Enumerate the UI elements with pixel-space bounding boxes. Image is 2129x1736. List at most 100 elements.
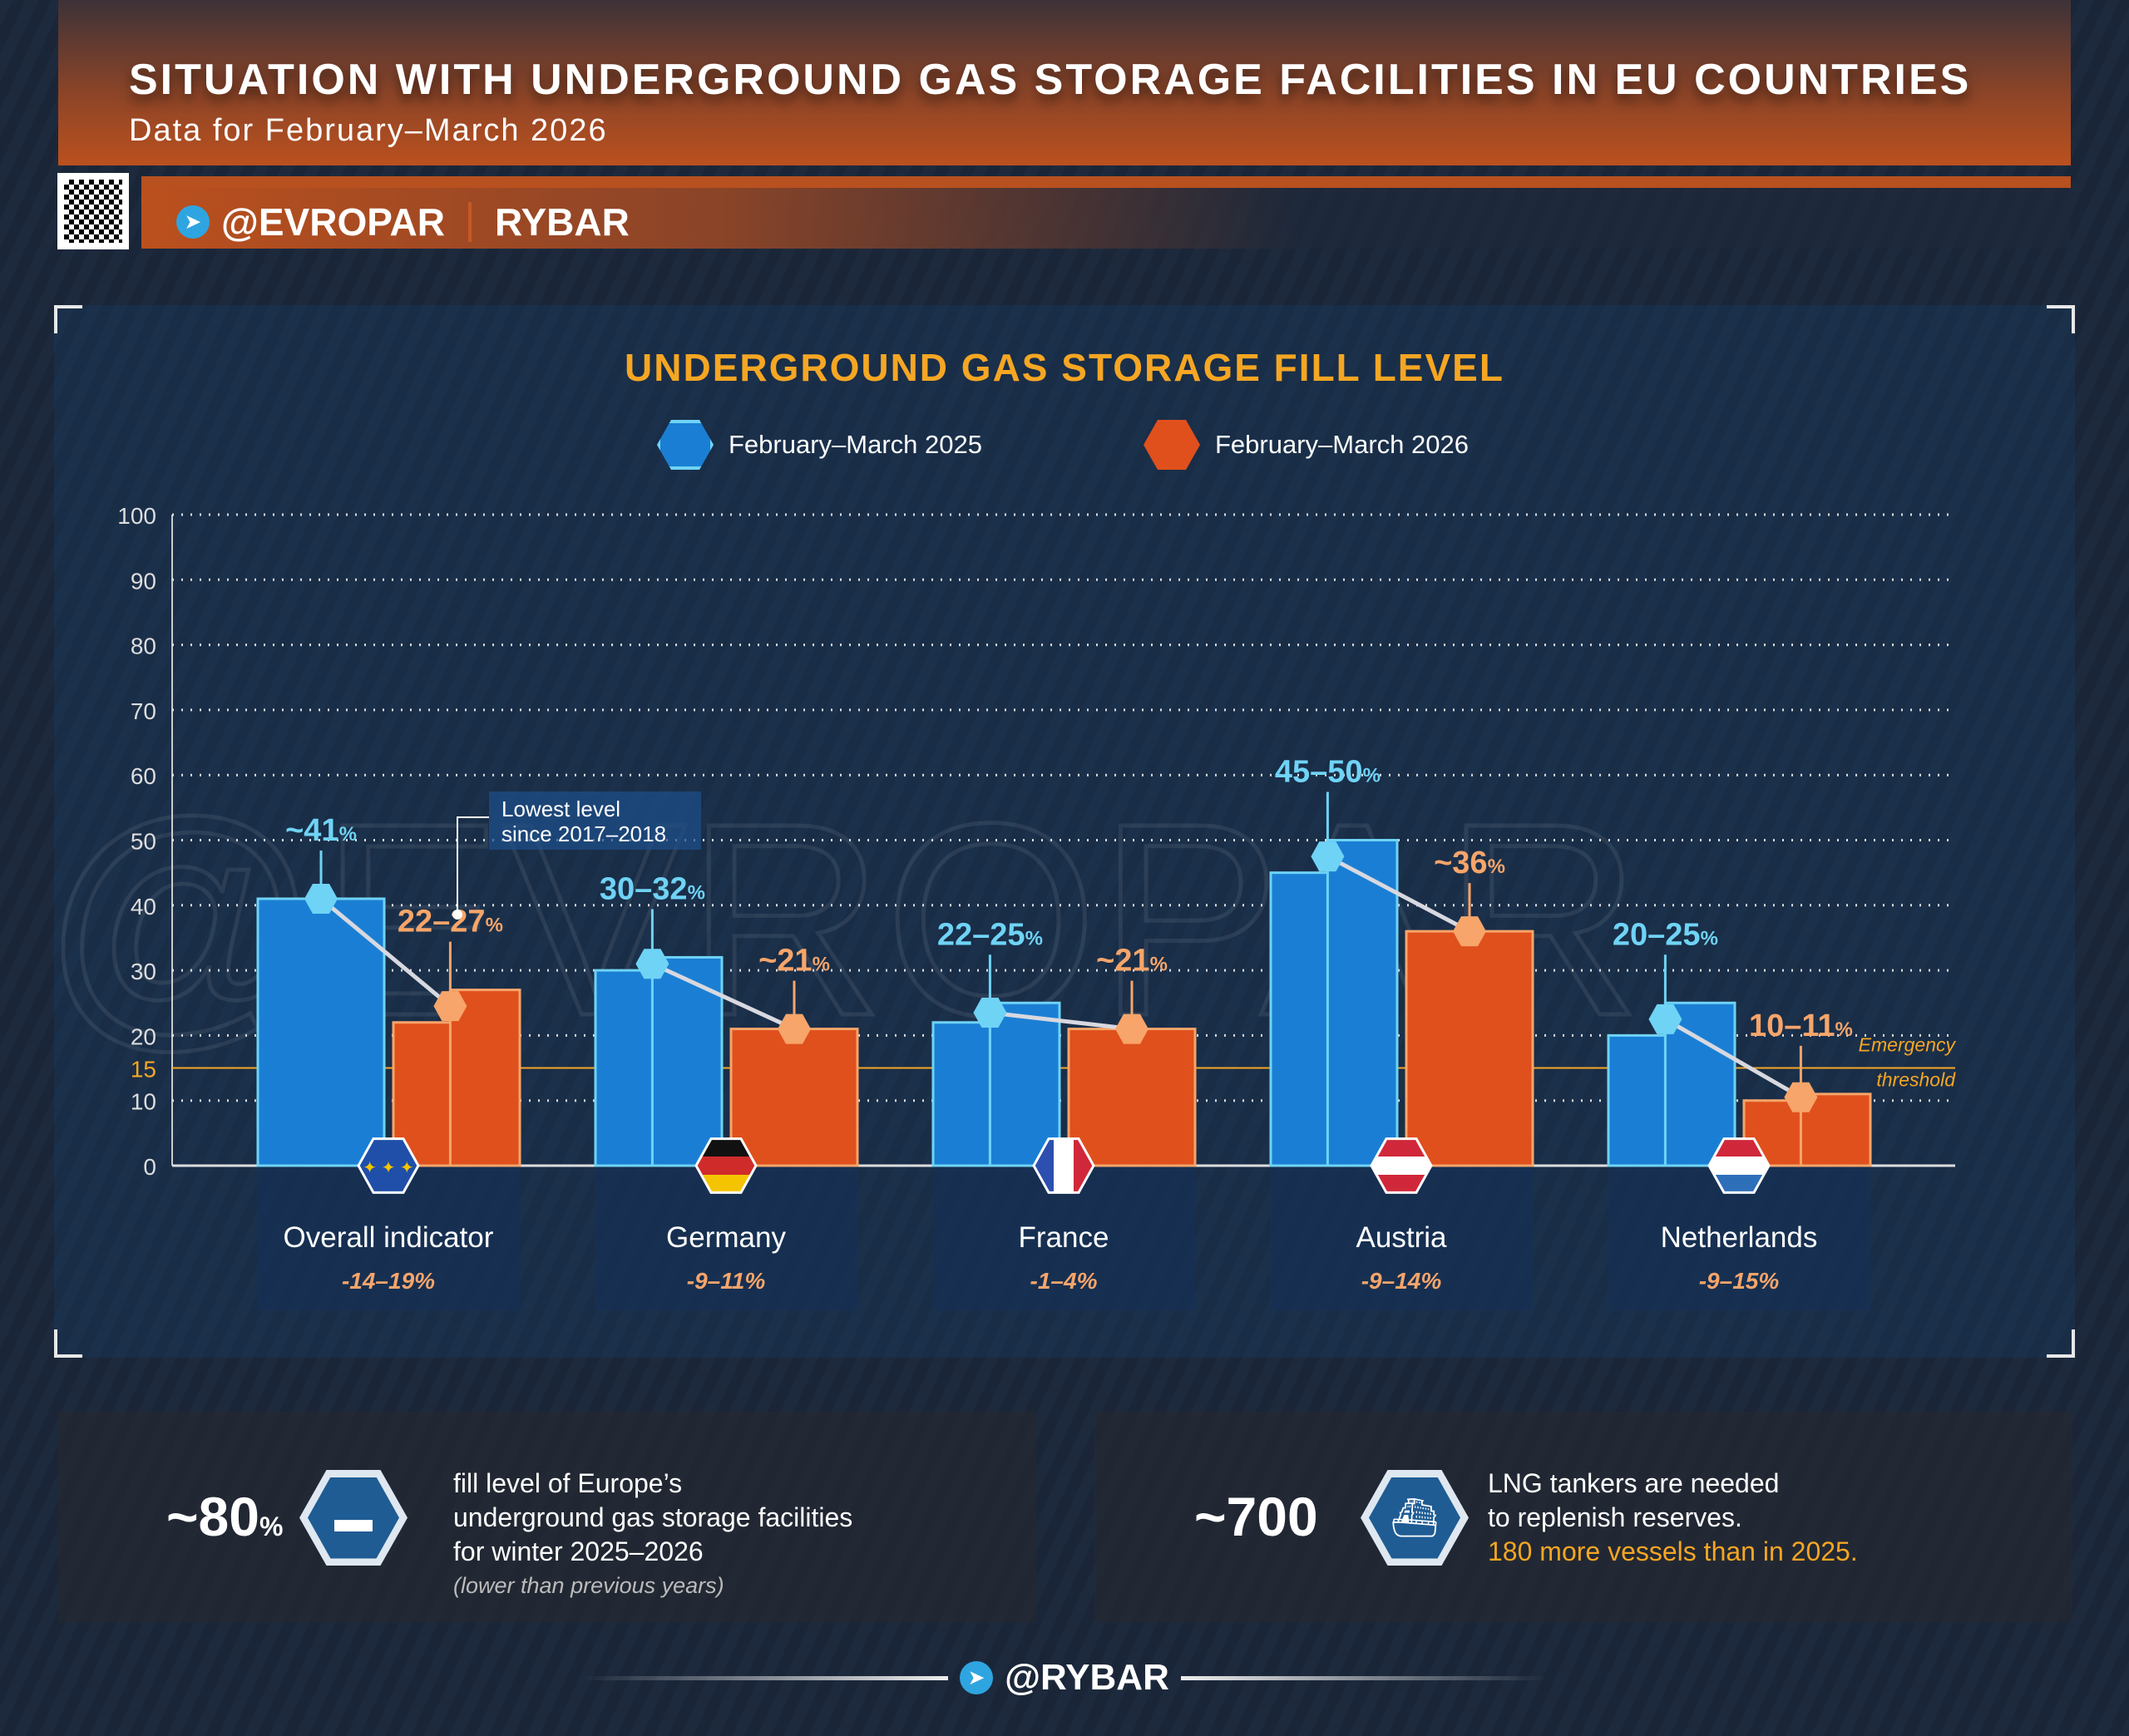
stat-note: (lower than previous years) bbox=[453, 1573, 724, 1598]
legend-item-2026: February–March 2026 bbox=[1144, 420, 1469, 470]
eu-stars-icon: ✦ ✦ ✦ bbox=[363, 1159, 413, 1177]
flag-nl-icon bbox=[1709, 1175, 1769, 1193]
page-subtitle: Data for February–March 2026 bbox=[129, 113, 608, 148]
value-label: 45–50% bbox=[1275, 755, 1381, 790]
flag-at-icon bbox=[1371, 1138, 1431, 1157]
flag-border bbox=[1032, 1137, 1095, 1194]
change-label: -1–4% bbox=[1030, 1268, 1098, 1294]
brand-line: ➤ @EVROPAR RYBAR bbox=[176, 200, 630, 244]
bar bbox=[256, 897, 386, 1167]
flag-de-icon bbox=[696, 1175, 756, 1193]
bar bbox=[1405, 930, 1534, 1167]
corner-bracket bbox=[54, 1329, 82, 1358]
marker-hexagon bbox=[304, 883, 338, 914]
legend-label: February–March 2026 bbox=[1215, 430, 1469, 459]
stat-card-fill-level: ~80% ▬ fill level of Europe’s underground… bbox=[58, 1412, 1036, 1622]
marker-hexagon bbox=[635, 949, 669, 979]
stat-description: LNG tankers are needed to replenish reser… bbox=[1488, 1467, 1858, 1569]
flag-border bbox=[1370, 1137, 1433, 1194]
value-label: 20–25% bbox=[1613, 917, 1718, 952]
value-label: ~21% bbox=[758, 944, 830, 979]
connector-line bbox=[1326, 854, 1471, 934]
y-tick-label: 0 bbox=[143, 1154, 156, 1180]
change-label: -9–15% bbox=[1699, 1268, 1780, 1294]
marker-hexagon bbox=[778, 1013, 811, 1044]
stat-value: ~80% bbox=[166, 1486, 284, 1547]
flag-at-icon bbox=[1371, 1157, 1431, 1176]
orange-hexagon-icon bbox=[1144, 420, 1200, 470]
change-label: -14–19% bbox=[342, 1268, 435, 1294]
bar-range bbox=[650, 955, 724, 1167]
header-banner bbox=[58, 0, 2071, 165]
bar-range bbox=[448, 989, 521, 1167]
change-label: -9–14% bbox=[1361, 1268, 1442, 1294]
chart-title: UNDERGROUND GAS STORAGE FILL LEVEL bbox=[625, 346, 1504, 389]
qr-code[interactable] bbox=[57, 173, 129, 249]
flag-de-icon bbox=[696, 1138, 756, 1157]
marker-hexagon bbox=[433, 991, 467, 1022]
y-tick-label: 70 bbox=[131, 698, 156, 724]
stat-description: fill level of Europe’s underground gas st… bbox=[453, 1467, 852, 1603]
y-tick-label: 50 bbox=[131, 829, 156, 855]
telegram-icon: ➤ bbox=[176, 205, 210, 239]
y-tick-label: 100 bbox=[117, 503, 156, 529]
y-tick-label: 15 bbox=[131, 1057, 156, 1083]
category-label: France bbox=[1019, 1221, 1109, 1254]
flag-at-icon bbox=[1371, 1175, 1431, 1193]
y-tick-label: 90 bbox=[131, 568, 156, 594]
annotation-dot bbox=[452, 910, 462, 920]
corner-bracket bbox=[2047, 305, 2075, 333]
flag-border bbox=[1707, 1137, 1771, 1194]
marker-hexagon bbox=[973, 997, 1007, 1028]
channel-handle[interactable]: @EVROPAR bbox=[221, 200, 445, 244]
flag-de-icon bbox=[696, 1157, 756, 1176]
connector-line bbox=[1664, 1017, 1802, 1099]
annotation-box bbox=[489, 792, 701, 850]
legend-label: February–March 2025 bbox=[729, 430, 982, 459]
stat-value: ~700 bbox=[1194, 1486, 1318, 1547]
y-tick-label: 80 bbox=[131, 634, 156, 659]
corner-bracket bbox=[54, 305, 82, 333]
threshold-label: Emergency bbox=[1859, 1034, 1957, 1056]
annotation-leader bbox=[457, 816, 489, 915]
connector-line bbox=[319, 897, 452, 1009]
y-tick-label: 40 bbox=[131, 894, 156, 920]
category-label: Overall indicator bbox=[284, 1221, 494, 1254]
y-tick-label: 60 bbox=[131, 763, 156, 789]
flag-fr-icon bbox=[1054, 1138, 1074, 1193]
legend-item-2025: February–March 2025 bbox=[657, 420, 982, 470]
flag-nl-icon bbox=[1709, 1157, 1769, 1176]
y-tick-label: 10 bbox=[131, 1089, 156, 1115]
marker-hexagon bbox=[1648, 1004, 1682, 1034]
bar-range bbox=[1326, 839, 1399, 1167]
stat-highlight: 180 more vessels than in 2025. bbox=[1488, 1536, 1858, 1566]
connector-line bbox=[990, 1010, 1133, 1032]
connector-line bbox=[651, 961, 796, 1031]
bar bbox=[729, 1028, 859, 1167]
change-label: -9–11% bbox=[687, 1268, 766, 1294]
value-label: 10–11% bbox=[1749, 1009, 1853, 1043]
flag-nl-icon bbox=[1709, 1138, 1769, 1157]
marker-hexagon bbox=[1784, 1082, 1818, 1112]
flag-border bbox=[357, 1137, 420, 1194]
category-label: Germany bbox=[666, 1221, 786, 1254]
y-tick-label: 30 bbox=[131, 959, 156, 984]
footer: ➤ @RYBAR bbox=[0, 1657, 2129, 1699]
category-label: Netherlands bbox=[1661, 1221, 1818, 1254]
corner-bracket bbox=[2047, 1329, 2075, 1358]
gas-tank-icon: ▬ bbox=[299, 1470, 408, 1566]
category-label: Austria bbox=[1356, 1221, 1447, 1254]
divider bbox=[467, 202, 472, 242]
telegram-icon: ➤ bbox=[960, 1661, 994, 1694]
brand-name: RYBAR bbox=[494, 200, 630, 244]
page-title: SITUATION WITH UNDERGROUND GAS STORAGE F… bbox=[129, 56, 1972, 104]
threshold-label: threshold bbox=[1876, 1069, 1956, 1091]
y-tick-label: 20 bbox=[131, 1023, 156, 1049]
marker-hexagon bbox=[1453, 916, 1486, 947]
stat-card-lng-tankers: ~700 ⛴ LNG tankers are needed to replenis… bbox=[1094, 1412, 2072, 1622]
annotation-text: Lowest level bbox=[501, 796, 620, 821]
marker-hexagon bbox=[1311, 841, 1345, 872]
brand-band bbox=[141, 176, 2071, 249]
footer-handle[interactable]: @RYBAR bbox=[1005, 1657, 1169, 1698]
